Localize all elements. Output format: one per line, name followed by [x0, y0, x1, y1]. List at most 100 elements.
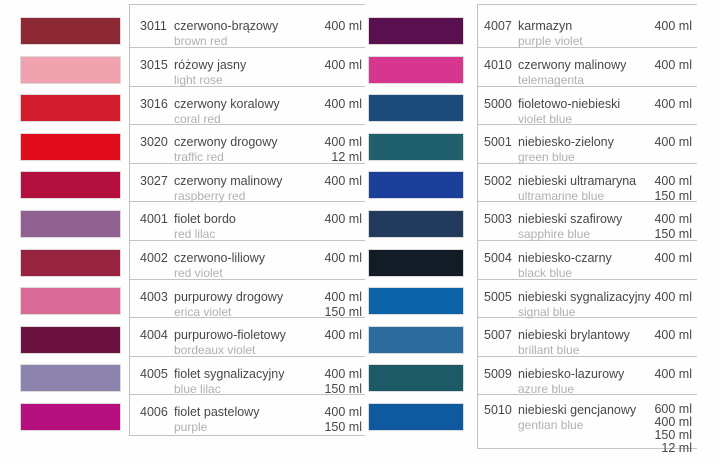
ral-code: 3016	[140, 96, 168, 111]
volume-list: 600 ml 400 ml 150 ml 12 ml	[654, 403, 697, 455]
ral-code: 5005	[484, 289, 512, 304]
color-name-polish: niebiesko-lazurowy	[518, 366, 625, 381]
color-swatch-5001	[369, 133, 463, 160]
volume-list: 400 ml	[654, 19, 697, 34]
color-name-polish: różowy jasny	[174, 58, 247, 72]
table-row: 5007 niebieski brylantowy brillant blue …	[478, 318, 697, 357]
color-name-english: brown red	[174, 34, 228, 48]
color-swatch-4005	[21, 365, 120, 392]
color-swatch-4002	[21, 249, 120, 276]
color-name-english: green blue	[518, 150, 575, 165]
color-names: fiolet bordo red lilac	[174, 212, 324, 242]
color-names: niebieski gencjanowy gentian blue	[518, 403, 654, 433]
volume-label: 600 ml	[654, 402, 692, 417]
volume-list: 400 ml	[324, 328, 365, 343]
volume-list: 400 ml	[324, 58, 365, 73]
color-names: niebiesko-zielony green blue	[518, 135, 654, 165]
volume-list: 400 ml	[654, 290, 697, 305]
volume-label: 150 ml	[324, 420, 362, 435]
color-swatch-5000	[369, 95, 463, 122]
table-row: 5002 niebieski ultramaryna ultramarine b…	[478, 164, 697, 203]
color-swatch-4007	[369, 18, 463, 44]
volume-label: 400 ml	[324, 289, 362, 304]
color-name-english: violet blue	[518, 111, 573, 126]
volume-label: 400 ml	[324, 250, 362, 265]
table-row: 4005 fiolet sygnalizacyjny blue lilac 40…	[130, 357, 365, 396]
color-names: purpurowo-fioletowy bordeaux violet	[174, 328, 324, 358]
table-row: 5001 niebiesko-zielony green blue 400 ml	[478, 125, 697, 164]
color-swatch-5009	[369, 365, 463, 392]
swatch-column-left	[21, 0, 120, 443]
table-row: 4003 purpurowy drogowy erica violet 400 …	[130, 280, 365, 319]
volume-label: 12 ml	[331, 150, 362, 165]
volume-label: 400 ml	[324, 19, 362, 33]
table-row: 4007 karmazyn purple violet 400 ml	[478, 5, 697, 48]
volume-list: 400 ml	[654, 97, 697, 112]
ral-code: 5004	[484, 250, 512, 265]
color-name-polish: fiolet bordo	[174, 212, 236, 227]
color-name-polish: czerwony koralowy	[174, 96, 280, 111]
volume-list: 400 ml	[324, 97, 365, 112]
table-row: 3011 czerwono-brązowy brown red 400 ml	[130, 5, 365, 48]
color-swatch-3020	[21, 133, 120, 160]
volume-label: 400 ml	[654, 415, 692, 430]
color-names: fiolet sygnalizacyjny blue lilac	[174, 367, 324, 397]
volume-list: 400 ml 150 ml	[654, 174, 697, 204]
color-name-polish: czerwony malinowy	[518, 58, 627, 72]
ral-code: 5010	[484, 403, 512, 418]
color-names: niebieski szafirowy sapphire blue	[518, 212, 654, 242]
volume-label: 400 ml	[654, 173, 692, 188]
volume-list: 400 ml 150 ml	[324, 367, 365, 397]
color-names: niebieski ultramaryna ultramarine blue	[518, 174, 654, 204]
volume-list: 400 ml	[654, 58, 697, 73]
volume-label: 400 ml	[324, 173, 362, 188]
volume-list: 400 ml	[654, 328, 697, 343]
volume-label: 400 ml	[324, 366, 362, 381]
color-name-polish: karmazyn	[518, 19, 573, 33]
table-row: 3016 czerwony koralowy coral red 400 ml	[130, 87, 365, 126]
ral-code: 4001	[140, 212, 168, 227]
volume-list: 400 ml	[324, 212, 365, 227]
color-name-english: azure blue	[518, 381, 575, 396]
color-name-polish: niebieski ultramaryna	[518, 173, 637, 188]
color-name-polish: fioletowo-niebieski	[518, 96, 621, 111]
volume-label: 400 ml	[654, 366, 692, 381]
color-name-english: brillant blue	[518, 343, 580, 358]
ral-code: 5007	[484, 328, 512, 343]
table-row: 5004 niebiesko-czarny black blue 400 ml	[478, 241, 697, 280]
color-name-english: purple violet	[518, 34, 583, 48]
volume-label: 400 ml	[654, 289, 692, 304]
color-name-polish: niebieski gencjanowy	[518, 403, 637, 418]
volume-label: 400 ml	[654, 212, 692, 227]
volume-label: 400 ml	[324, 135, 362, 150]
table-row: 3020 czerwony drogowy traffic red 400 ml…	[130, 125, 365, 164]
color-swatch-4010	[369, 56, 463, 83]
color-name-english: gentian blue	[518, 418, 584, 433]
table-row: 5000 fioletowo-niebieski violet blue 400…	[478, 87, 697, 126]
ral-code: 4006	[140, 405, 168, 420]
color-names: czerwony koralowy coral red	[174, 97, 324, 127]
color-name-polish: fiolet sygnalizacyjny	[174, 366, 285, 381]
color-names: fioletowo-niebieski violet blue	[518, 97, 654, 127]
volume-list: 400 ml	[654, 367, 697, 382]
volume-label: 150 ml	[324, 381, 362, 396]
ral-code: 3015	[140, 58, 168, 72]
volume-label: 150 ml	[654, 188, 692, 203]
ral-code: 4010	[484, 58, 512, 72]
table-row: 4010 czerwony malinowy telemagenta 400 m…	[478, 48, 697, 87]
color-swatch-4001	[21, 210, 120, 237]
color-name-english: ultramarine blue	[518, 188, 605, 203]
color-names: czerwono-brązowy brown red	[174, 19, 324, 49]
color-swatch-5004	[369, 249, 463, 276]
ral-code: 4005	[140, 366, 168, 381]
color-name-polish: purpurowy drogowy	[174, 289, 284, 304]
color-names: niebieski sygnalizacyjny signal blue	[518, 290, 654, 320]
table-row: 4002 czerwono-liliowy red violet 400 ml	[130, 241, 365, 280]
table-row: 5010 niebieski gencjanowy gentian blue 6…	[478, 395, 697, 455]
ral-code: 3020	[140, 135, 168, 150]
volume-label: 400 ml	[324, 212, 362, 227]
volume-label: 400 ml	[324, 328, 362, 343]
color-names: czerwony malinowy raspberry red	[174, 174, 324, 204]
color-name-polish: fiolet pastelowy	[174, 405, 260, 420]
